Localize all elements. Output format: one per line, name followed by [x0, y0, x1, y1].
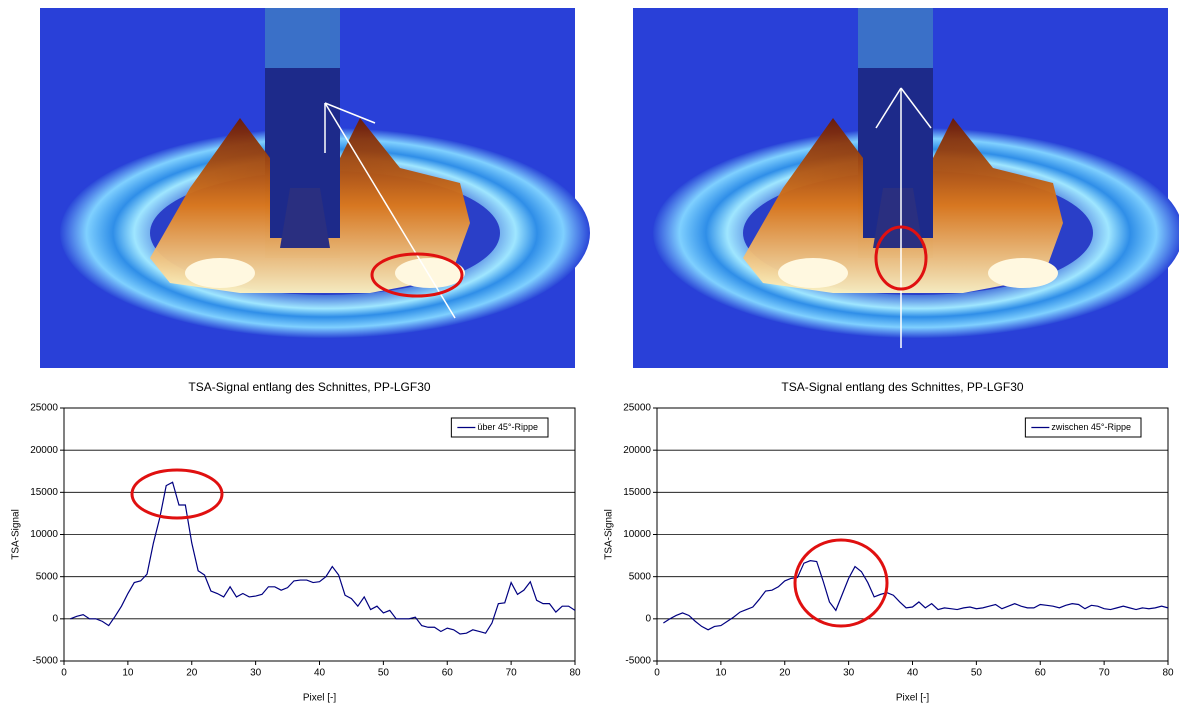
x-tick-label: 10: [715, 668, 727, 679]
x-tick-label: 30: [250, 668, 262, 679]
line-chart: TSA-Signal entlang des Schnittes, PP-LGF…: [604, 380, 1174, 703]
x-axis-label: Pixel [-]: [303, 693, 337, 704]
y-tick-label: 0: [52, 613, 58, 624]
x-axis-label: Pixel [-]: [896, 693, 930, 704]
x-tick-label: 70: [506, 668, 518, 679]
plot-frame: [63, 407, 576, 662]
y-tick-label: 10000: [30, 529, 58, 540]
x-tick-label: 50: [971, 668, 983, 679]
legend: über 45°-Rippe: [450, 417, 549, 438]
x-tick-label: 0: [654, 668, 660, 679]
x-tick-label: 40: [907, 668, 919, 679]
legend-box: [1024, 417, 1142, 438]
y-tick-label: 0: [645, 613, 651, 624]
y-tick-label: 15000: [623, 487, 651, 498]
thermal-image: [40, 8, 590, 368]
y-tick-label: 5000: [629, 571, 652, 582]
y-tick-label: 5000: [36, 571, 59, 582]
chart-title: TSA-Signal entlang des Schnittes, PP-LGF…: [781, 380, 1023, 394]
x-tick-label: 70: [1099, 668, 1111, 679]
y-tick-label: -5000: [32, 656, 58, 667]
x-tick-label: 80: [1162, 668, 1174, 679]
charts: TSA-Signal entlang des Schnittes, PP-LGF…: [11, 380, 1174, 703]
data-line: [663, 560, 1169, 631]
highlight-ellipse: [793, 538, 889, 628]
legend-box: [450, 417, 549, 438]
legend-label: über 45°-Rippe: [477, 422, 538, 432]
x-tick-label: 0: [61, 668, 67, 679]
thermal-image: [633, 8, 1179, 368]
x-tick-label: 60: [1035, 668, 1047, 679]
y-tick-label: 20000: [623, 445, 651, 456]
y-tick-label: -5000: [625, 656, 651, 667]
chart-title: TSA-Signal entlang des Schnittes, PP-LGF…: [188, 380, 430, 394]
data-line: [70, 481, 576, 635]
x-tick-label: 40: [314, 668, 326, 679]
line-chart: TSA-Signal entlang des Schnittes, PP-LGF…: [11, 380, 581, 703]
x-tick-label: 50: [378, 668, 390, 679]
x-tick-label: 60: [442, 668, 454, 679]
legend-label: zwischen 45°-Rippe: [1051, 422, 1131, 432]
highlight-ellipse: [130, 468, 224, 520]
x-tick-label: 20: [779, 668, 791, 679]
y-tick-label: 10000: [623, 529, 651, 540]
y-tick-label: 25000: [623, 403, 651, 414]
x-tick-label: 30: [843, 668, 855, 679]
y-tick-label: 20000: [30, 445, 58, 456]
y-tick-label: 15000: [30, 487, 58, 498]
x-tick-label: 80: [569, 668, 581, 679]
x-tick-label: 20: [186, 668, 198, 679]
x-tick-label: 10: [122, 668, 134, 679]
legend: zwischen 45°-Rippe: [1024, 417, 1142, 438]
plot-frame: [656, 407, 1169, 662]
y-axis-label: TSA-Signal: [604, 509, 615, 560]
y-tick-label: 25000: [30, 403, 58, 414]
y-axis-label: TSA-Signal: [11, 509, 22, 560]
